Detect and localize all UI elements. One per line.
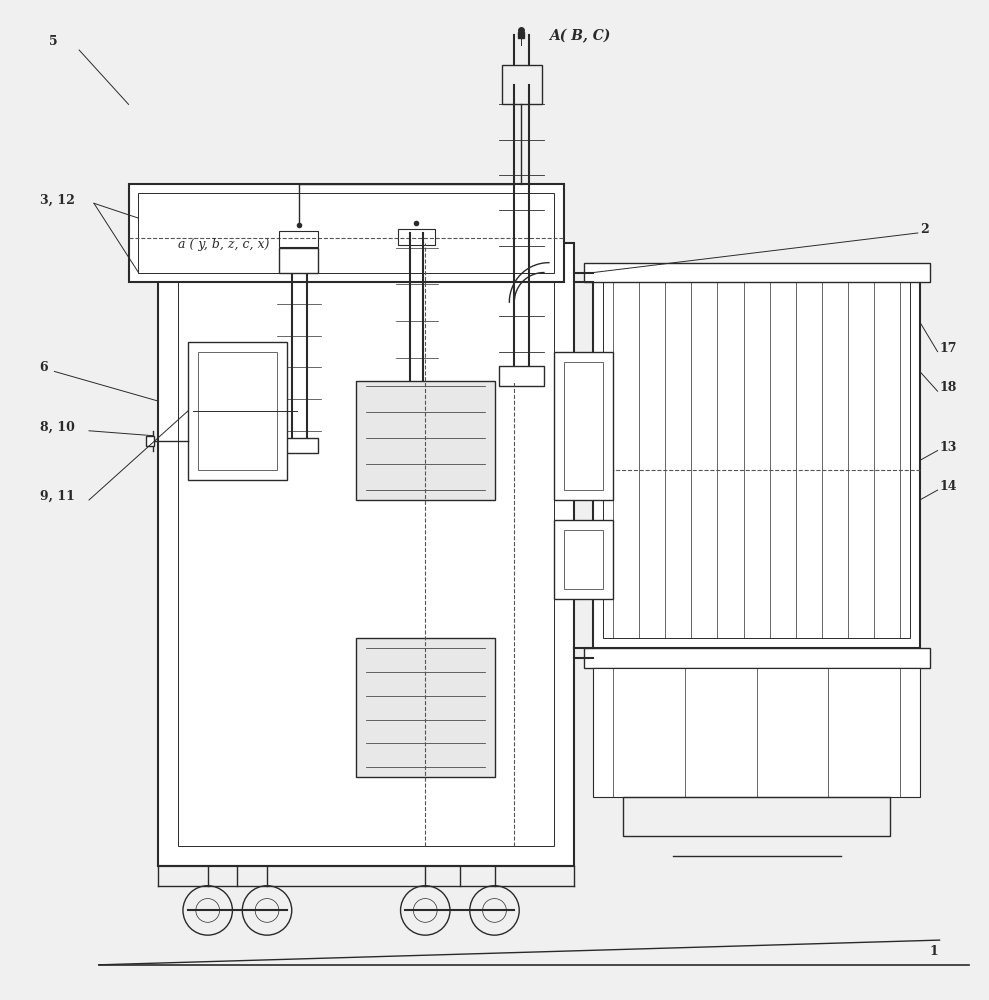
Bar (623, 797, 890, 836)
Bar (129, 184, 564, 282)
Bar (502, 65, 542, 104)
Bar (279, 248, 318, 273)
Text: 18: 18 (940, 381, 957, 394)
Text: 5: 5 (49, 35, 58, 48)
Bar (188, 342, 287, 480)
Bar (554, 352, 613, 500)
Text: 14: 14 (940, 480, 957, 493)
Text: 13: 13 (940, 441, 957, 454)
Text: 6: 6 (40, 361, 48, 374)
Text: 1: 1 (930, 945, 939, 958)
Bar (564, 530, 603, 589)
Bar (396, 438, 435, 453)
Bar (138, 193, 554, 273)
Bar (584, 648, 930, 668)
Bar (356, 638, 494, 777)
Bar (603, 282, 910, 638)
Bar (356, 381, 494, 500)
Bar (279, 231, 318, 247)
Text: a ( y, b, z, c, x): a ( y, b, z, c, x) (178, 238, 269, 251)
Text: 17: 17 (940, 342, 957, 355)
Text: 9, 11: 9, 11 (40, 490, 74, 503)
Bar (593, 668, 920, 797)
Bar (158, 243, 574, 866)
Text: 3, 12: 3, 12 (40, 193, 74, 206)
Bar (178, 263, 554, 846)
Text: 8, 10: 8, 10 (40, 421, 74, 434)
Bar (593, 273, 920, 648)
Bar (499, 366, 544, 386)
Bar (277, 438, 318, 453)
Bar (398, 229, 435, 245)
Text: A( B, C): A( B, C) (549, 29, 610, 43)
Text: 2: 2 (920, 223, 929, 236)
Bar (584, 263, 930, 282)
Bar (564, 362, 603, 490)
Bar (146, 436, 154, 446)
Bar (198, 352, 277, 470)
Bar (554, 520, 613, 599)
